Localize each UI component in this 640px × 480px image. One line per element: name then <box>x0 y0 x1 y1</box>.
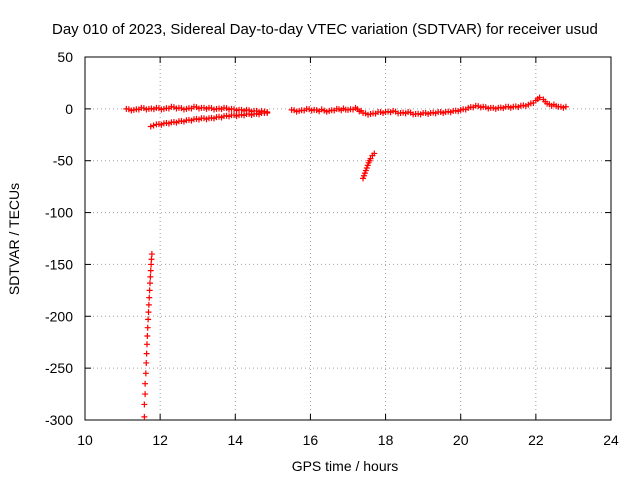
data-point <box>141 413 148 420</box>
data-point <box>143 350 150 357</box>
data-point <box>264 110 271 117</box>
data-points <box>123 94 569 420</box>
data-point <box>148 251 155 258</box>
y-axis-label: SDTVAR / TECUs <box>6 183 22 295</box>
data-point <box>536 94 543 101</box>
data-point <box>145 309 152 316</box>
data-point <box>147 273 154 280</box>
x-tick-label: 18 <box>378 432 394 448</box>
data-point <box>142 391 149 398</box>
series-descending-arc <box>360 150 378 182</box>
data-point <box>143 341 150 348</box>
data-point <box>148 261 155 268</box>
data-point <box>562 103 569 110</box>
data-point <box>367 155 374 162</box>
y-tick-label: -100 <box>45 205 73 221</box>
x-tick-label: 14 <box>227 432 243 448</box>
data-point <box>146 287 153 294</box>
x-tick-label: 16 <box>303 432 319 448</box>
series-main-band <box>123 94 569 118</box>
grid <box>85 57 611 420</box>
y-tick-label: 50 <box>57 49 73 65</box>
series-lower-band <box>147 110 271 130</box>
y-tick-label: -150 <box>45 256 73 272</box>
series-steep-branch <box>141 251 155 420</box>
plot-frame <box>84 56 612 421</box>
y-axis-ticks: -300 -250 -200 -150 -100 -50 0 50 <box>45 49 611 428</box>
data-point <box>142 370 149 377</box>
x-tick-label: 24 <box>603 432 619 448</box>
data-point <box>146 294 153 301</box>
data-point <box>145 316 152 323</box>
x-axis-label: GPS time / hours <box>292 458 399 474</box>
data-point <box>142 380 149 387</box>
data-point <box>145 301 152 308</box>
data-point <box>147 267 154 274</box>
data-point <box>141 401 148 408</box>
data-point <box>371 150 378 157</box>
chart-title: Day 010 of 2023, Sidereal Day-to-day VTE… <box>52 21 598 38</box>
data-point <box>150 122 157 129</box>
data-point <box>144 332 151 339</box>
y-tick-label: -200 <box>45 308 73 324</box>
y-tick-label: -300 <box>45 412 73 428</box>
x-tick-label: 22 <box>528 432 544 448</box>
data-point <box>148 256 155 263</box>
y-tick-label: 0 <box>65 101 73 117</box>
y-tick-label: -250 <box>45 360 73 376</box>
data-point <box>146 280 153 287</box>
x-tick-label: 12 <box>152 432 168 448</box>
data-point <box>143 359 150 366</box>
x-axis-ticks: 10 12 14 16 18 20 22 24 <box>77 57 619 448</box>
y-tick-label: -50 <box>53 153 73 169</box>
x-tick-label: 20 <box>453 432 469 448</box>
data-point <box>144 324 151 331</box>
data-point <box>147 123 154 130</box>
x-tick-label: 10 <box>77 432 93 448</box>
